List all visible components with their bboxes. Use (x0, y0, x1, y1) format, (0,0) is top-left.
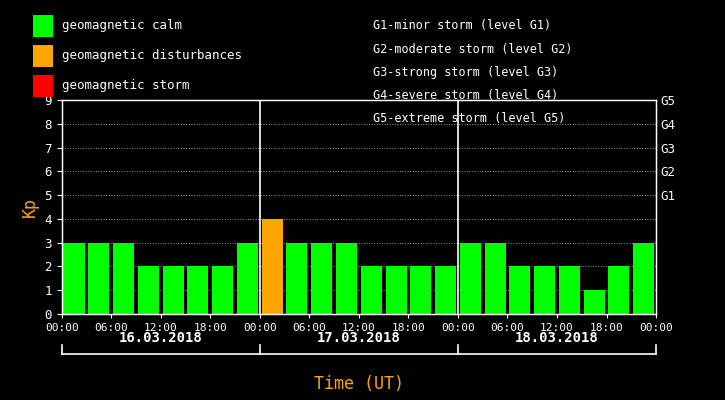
Bar (64, 243, 85, 314)
Bar (510, 266, 531, 314)
Bar (262, 219, 283, 314)
Bar (113, 243, 134, 314)
Text: 16.03.2018: 16.03.2018 (119, 331, 202, 345)
Bar (88, 243, 109, 314)
Bar (361, 266, 382, 314)
Bar (608, 266, 629, 314)
Bar (484, 243, 505, 314)
Bar (311, 243, 332, 314)
Text: G5-extreme storm (level G5): G5-extreme storm (level G5) (373, 112, 566, 125)
Text: geomagnetic storm: geomagnetic storm (62, 80, 189, 92)
Text: 17.03.2018: 17.03.2018 (317, 331, 401, 345)
Bar (336, 243, 357, 314)
Bar (138, 266, 159, 314)
Bar (212, 266, 233, 314)
Text: G4-severe storm (level G4): G4-severe storm (level G4) (373, 89, 559, 102)
Bar (435, 266, 456, 314)
Bar (584, 290, 605, 314)
Text: G3-strong storm (level G3): G3-strong storm (level G3) (373, 66, 559, 79)
Bar (460, 243, 481, 314)
Text: Time (UT): Time (UT) (314, 375, 404, 393)
Bar (386, 266, 407, 314)
Text: geomagnetic calm: geomagnetic calm (62, 20, 182, 32)
Bar (534, 266, 555, 314)
Bar (162, 266, 183, 314)
Text: 18.03.2018: 18.03.2018 (515, 331, 599, 345)
Bar (633, 243, 654, 314)
Bar (410, 266, 431, 314)
Text: G2-moderate storm (level G2): G2-moderate storm (level G2) (373, 43, 573, 56)
Bar (286, 243, 307, 314)
Text: G1-minor storm (level G1): G1-minor storm (level G1) (373, 20, 552, 32)
Bar (237, 243, 258, 314)
Bar (187, 266, 208, 314)
Text: geomagnetic disturbances: geomagnetic disturbances (62, 50, 241, 62)
Bar (559, 266, 580, 314)
Y-axis label: Kp: Kp (21, 197, 39, 217)
